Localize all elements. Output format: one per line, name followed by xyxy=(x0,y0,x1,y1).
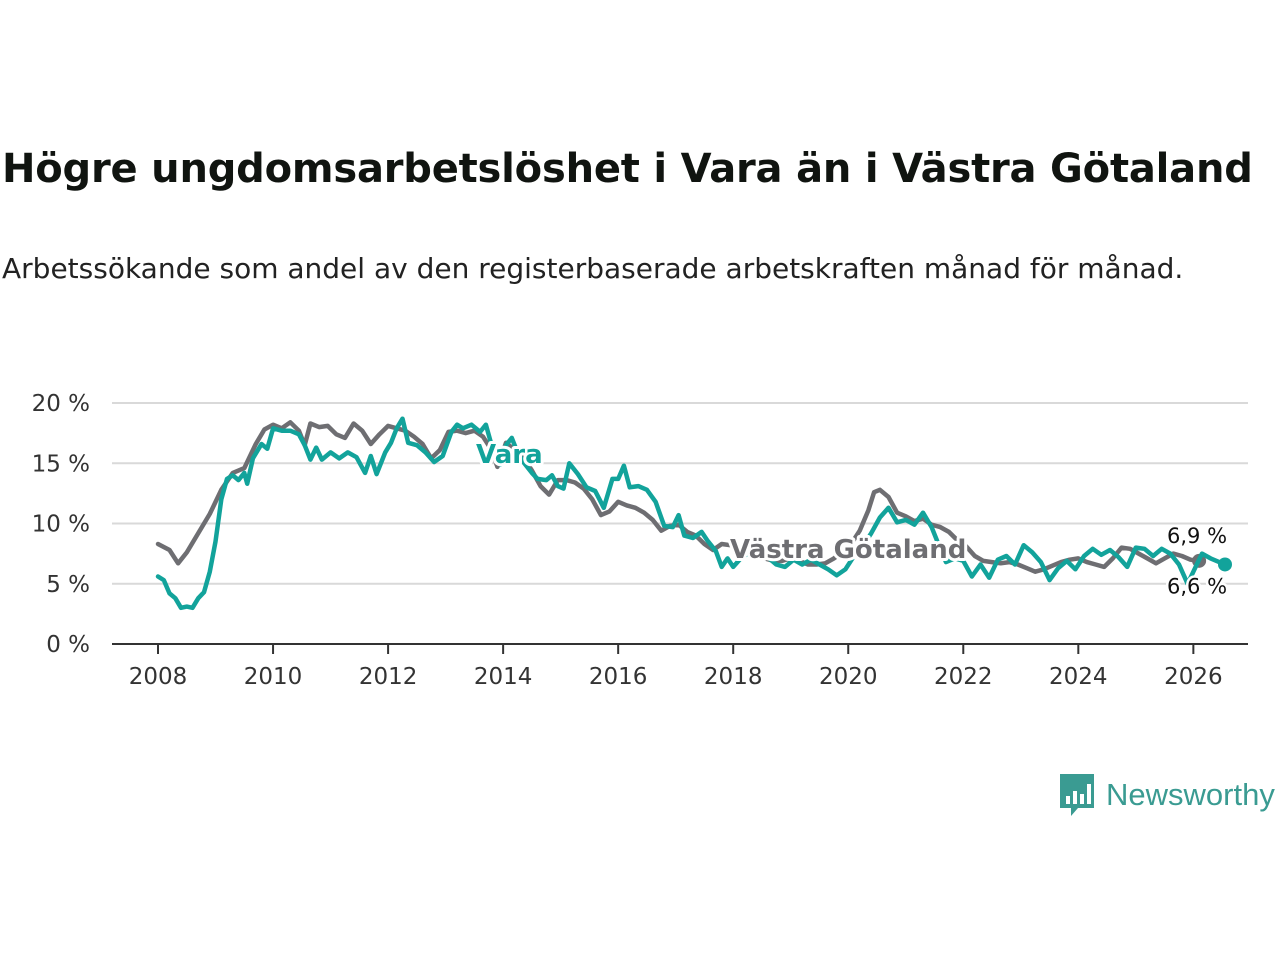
end-value-label-vara: 6,6 % xyxy=(1167,574,1227,598)
y-tick-label: 0 % xyxy=(46,632,90,658)
newsworthy-logo[interactable]: Newsworthy xyxy=(1058,772,1275,818)
series-endpoint xyxy=(1217,557,1232,572)
y-axis: 0 % 5 % 10 % 15 % 20 % xyxy=(32,391,90,658)
series-label-vastra-gotaland: Västra Götaland xyxy=(730,535,966,565)
end-value-label-vastra-gotaland: 6,9 % xyxy=(1167,524,1227,548)
chart-title: Högre ungdomsarbetslöshet i Vara än i Vä… xyxy=(2,146,1253,192)
x-tick-label: 2026 xyxy=(1164,664,1223,690)
x-tick-label: 2022 xyxy=(934,664,993,690)
y-tick-label: 10 % xyxy=(32,512,90,538)
x-tick-label: 2014 xyxy=(474,664,533,690)
x-tick-label: 2020 xyxy=(819,664,878,690)
x-tick-label: 2018 xyxy=(704,664,763,690)
x-tick-label: 2016 xyxy=(589,664,648,690)
chart-subtitle: Arbetssökande som andel av den registerb… xyxy=(2,252,1184,285)
x-tick-label: 2024 xyxy=(1049,664,1108,690)
series-label-vara: Vara xyxy=(476,440,543,470)
x-axis: 2008 2010 2012 2014 2016 2018 2020 2022 2024 2026 xyxy=(112,643,1248,690)
series-line-vastra-gotaland xyxy=(155,420,1202,574)
x-tick-label: 2010 xyxy=(244,664,303,690)
series-lines xyxy=(155,416,1232,611)
y-tick-label: 5 % xyxy=(46,572,90,598)
x-tick-label: 2012 xyxy=(359,664,418,690)
series-labels: Västra Götaland Vara 6,9 % 6,6 % xyxy=(473,437,1230,601)
bar-chart-speech-bubble-icon xyxy=(1060,774,1094,816)
line-chart: 0 %5 %10 %15 %20 % 2008 2010 2012 2014 2016 2… xyxy=(32,391,1248,690)
y-tick-label: 15 % xyxy=(32,451,90,477)
x-tick-label: 2008 xyxy=(129,664,188,690)
series-line-vara xyxy=(155,416,1228,611)
grid-lines xyxy=(112,402,1248,585)
y-tick-label: 20 % xyxy=(32,391,90,417)
brand-name: Newsworthy xyxy=(1106,777,1275,812)
